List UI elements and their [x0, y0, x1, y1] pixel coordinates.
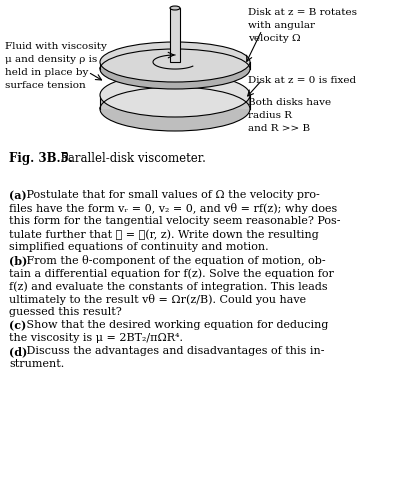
Text: ultimately to the result vθ = Ωr(z/B). Could you have: ultimately to the result vθ = Ωr(z/B). C… — [9, 294, 306, 305]
Text: the viscosity is μ = 2BT₂/πΩR⁴.: the viscosity is μ = 2BT₂/πΩR⁴. — [9, 333, 183, 343]
Ellipse shape — [100, 42, 250, 82]
Text: Discuss the advantages and disadvantages of this in-: Discuss the advantages and disadvantages… — [23, 346, 324, 356]
Text: tulate further that ℘ = ℘(r, z). Write down the resulting: tulate further that ℘ = ℘(r, z). Write d… — [9, 229, 319, 240]
Text: strument.: strument. — [9, 359, 64, 369]
Text: Parallel-disk viscometer.: Parallel-disk viscometer. — [53, 152, 206, 165]
Text: Both disks have
radius R
and R >> B: Both disks have radius R and R >> B — [248, 98, 331, 133]
Text: Postulate that for small values of Ω the velocity pro-: Postulate that for small values of Ω the… — [23, 190, 320, 200]
Text: Fig. 3B.5.: Fig. 3B.5. — [9, 152, 73, 165]
Text: (d): (d) — [9, 346, 27, 357]
Text: f(z) and evaluate the constants of integration. This leads: f(z) and evaluate the constants of integ… — [9, 281, 328, 292]
Ellipse shape — [100, 87, 250, 131]
Text: guessed this result?: guessed this result? — [9, 307, 122, 317]
Text: (a): (a) — [9, 190, 27, 201]
Text: Show that the desired working equation for deducing: Show that the desired working equation f… — [23, 320, 328, 330]
Text: files have the form vᵣ = 0, v₂ = 0, and vθ = rf(z); why does: files have the form vᵣ = 0, v₂ = 0, and … — [9, 203, 337, 214]
Ellipse shape — [100, 49, 250, 89]
Polygon shape — [100, 95, 250, 109]
Text: From the θ-component of the equation of motion, ob-: From the θ-component of the equation of … — [23, 255, 326, 266]
Ellipse shape — [100, 73, 250, 117]
Text: this form for the tangential velocity seem reasonable? Pos-: this form for the tangential velocity se… — [9, 216, 341, 226]
Polygon shape — [100, 62, 250, 69]
Text: (b): (b) — [9, 255, 27, 266]
Text: simplified equations of continuity and motion.: simplified equations of continuity and m… — [9, 242, 269, 252]
Text: (c): (c) — [9, 320, 26, 331]
Text: Disk at z = 0 is fixed: Disk at z = 0 is fixed — [248, 76, 356, 85]
Polygon shape — [170, 8, 180, 62]
Text: Disk at z = B rotates
with angular
velocity Ω: Disk at z = B rotates with angular veloc… — [248, 8, 357, 43]
Text: Fluid with viscosity
μ and density ρ is
held in place by
surface tension: Fluid with viscosity μ and density ρ is … — [5, 42, 107, 90]
Ellipse shape — [170, 6, 180, 10]
Text: tain a differential equation for f(z). Solve the equation for: tain a differential equation for f(z). S… — [9, 268, 334, 279]
